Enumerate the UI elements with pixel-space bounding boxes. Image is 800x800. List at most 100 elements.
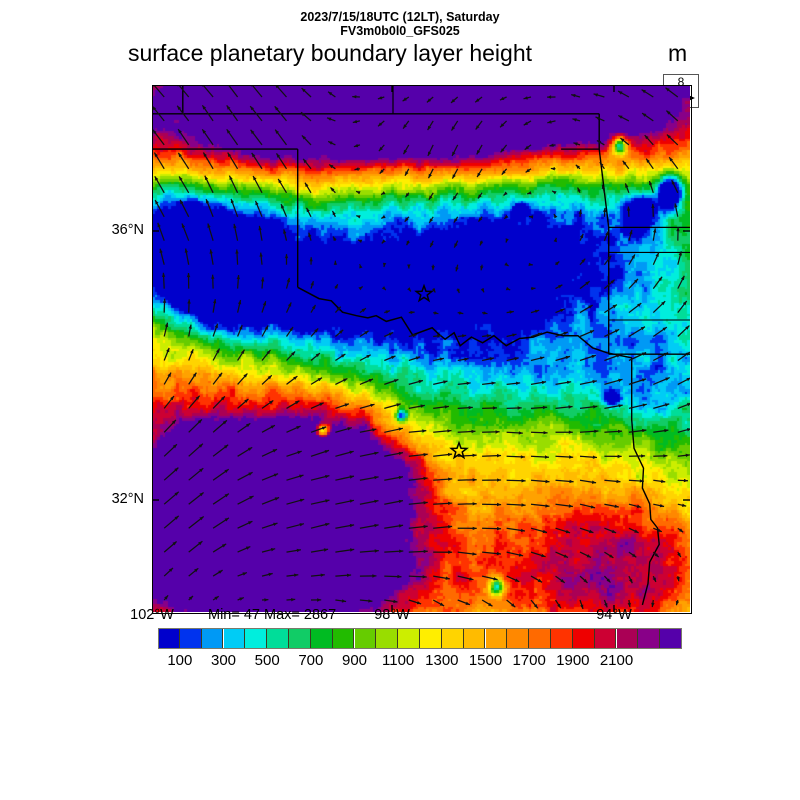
wind-vector-arrow <box>184 248 190 265</box>
wind-vector-arrow <box>359 428 377 433</box>
wind-vector-arrow <box>381 286 387 291</box>
colorbar[interactable] <box>158 628 682 649</box>
wind-vector-arrow <box>628 378 647 385</box>
wind-vector-arrow <box>261 448 278 457</box>
wind-vector-arrow <box>530 551 546 558</box>
wind-vector-arrow <box>335 599 347 603</box>
wind-vector-arrow <box>161 272 166 289</box>
wind-vector-arrow <box>628 527 639 534</box>
wind-vector-arrow <box>359 523 379 529</box>
wind-vector-arrow <box>433 525 453 529</box>
wind-vector-arrow <box>384 355 396 362</box>
wind-vector-arrow <box>457 429 476 434</box>
wind-vector-arrow <box>310 352 321 361</box>
header-titles: 2023/7/15/18UTC (12LT), Saturday FV3m0b0… <box>0 10 800 38</box>
wind-vector-arrow <box>359 403 375 410</box>
wind-vector-arrow <box>359 574 377 578</box>
wind-vector-arrow <box>377 96 385 100</box>
wind-vector-arrow <box>547 95 556 99</box>
wind-vector-arrow <box>402 144 410 155</box>
wind-vector-arrow <box>579 503 596 509</box>
colorbar-segment <box>572 628 595 649</box>
wind-vector-arrow <box>211 274 215 289</box>
wind-vector-arrow <box>427 168 434 179</box>
wind-vector-arrow <box>482 551 502 556</box>
wind-vector-arrow <box>476 168 483 178</box>
wind-vector-arrow <box>505 238 509 243</box>
wind-vector-arrow <box>408 356 421 362</box>
wind-vector-arrow <box>333 260 338 265</box>
wind-vector-arrow <box>359 378 374 385</box>
wind-vector-arrow <box>302 158 312 170</box>
wind-vector-arrow <box>402 120 410 129</box>
wind-vector-arrow <box>547 120 556 124</box>
colorbar-segment <box>551 628 573 649</box>
colorbar-tick-label: 700 <box>298 652 324 669</box>
wind-vector-arrow <box>653 429 669 433</box>
wind-vector-arrow <box>404 192 410 198</box>
river-red-texas-oklahoma <box>297 286 632 359</box>
wind-vector-arrow <box>261 598 269 602</box>
wind-vector-arrow <box>579 329 595 338</box>
wind-vector-arrow <box>652 326 668 338</box>
wind-vector-arrow <box>258 225 263 241</box>
wind-vector-arrow <box>163 372 172 385</box>
station-star-north[interactable] <box>414 283 434 303</box>
wind-vector-arrow <box>186 272 191 289</box>
wind-vector-arrow <box>259 252 263 265</box>
wind-vector-arrow <box>261 301 267 313</box>
wind-vector-arrow <box>528 262 533 267</box>
wind-vector-arrow <box>332 236 337 241</box>
wind-vector-arrow <box>604 551 614 559</box>
wind-vector-arrow <box>579 479 597 484</box>
wind-vector-arrow <box>652 228 657 241</box>
wind-vector-arrow <box>327 91 336 98</box>
map-plot-area[interactable] <box>152 85 690 612</box>
wind-vector-arrow <box>286 351 296 361</box>
wind-vector-arrow <box>152 85 165 98</box>
wind-vector-arrow <box>285 277 291 289</box>
wind-vector-arrow <box>506 381 521 386</box>
wind-vector-arrow <box>579 527 594 534</box>
wind-vector-arrow <box>384 331 394 338</box>
wind-vector-arrow <box>601 184 606 193</box>
wind-vector-arrow <box>653 377 670 385</box>
wind-vector-arrow <box>152 105 165 122</box>
wind-vector-arrow <box>408 379 424 386</box>
wind-vector-arrow <box>188 395 201 409</box>
colorbar-segment <box>485 628 508 649</box>
wind-vector-arrow <box>187 299 191 313</box>
colorbar-tick-label: 300 <box>210 652 237 669</box>
wind-vector-arrow <box>251 152 263 170</box>
wind-vector-arrow <box>326 117 336 122</box>
wind-vector-arrow <box>482 430 500 434</box>
map-overlay-vectors-and-borders <box>152 85 690 612</box>
wind-vector-arrow <box>179 199 190 218</box>
wind-vector-arrow <box>453 240 459 248</box>
wind-vector-arrow <box>530 503 550 508</box>
wind-vector-arrow <box>604 378 623 386</box>
wind-vector-arrow <box>506 406 522 410</box>
wind-vector-arrow <box>622 160 630 170</box>
wind-vector-arrow <box>555 284 563 290</box>
wind-vector-arrow <box>524 144 532 151</box>
wind-vector-arrow <box>500 144 508 153</box>
wind-vector-arrow <box>335 548 355 553</box>
units-label: m <box>668 40 688 66</box>
wind-vector-arrow <box>310 304 317 313</box>
wind-vector-arrow <box>286 523 305 529</box>
wind-vector-arrow <box>237 349 246 361</box>
wind-vector-arrow <box>604 503 619 508</box>
wind-vector-arrow <box>402 96 410 102</box>
wind-vector-arrow <box>202 152 214 170</box>
wind-vector-arrow <box>652 551 660 558</box>
wind-vector-arrow <box>555 308 565 314</box>
wind-vector-arrow <box>555 479 574 484</box>
wind-vector-arrow <box>212 444 229 457</box>
colorbar-segment <box>376 628 399 649</box>
wind-vector-arrow <box>475 120 483 130</box>
wind-vector-arrow <box>249 105 263 122</box>
wind-vector-arrow <box>188 467 204 481</box>
wind-vector-arrow <box>452 192 459 201</box>
station-star-south[interactable] <box>449 440 469 460</box>
